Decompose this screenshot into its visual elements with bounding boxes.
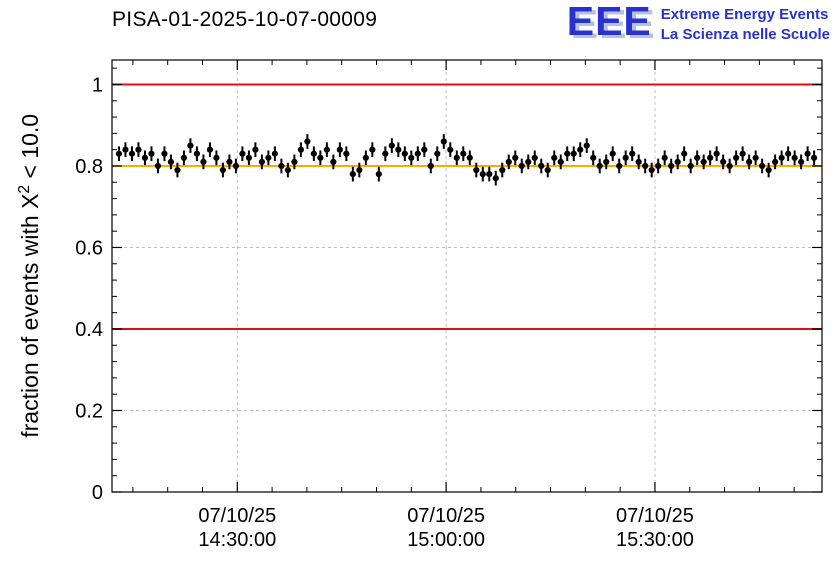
axis-ticks	[112, 60, 822, 493]
eee-logo-text: Extreme Energy Events La Scienza nelle S…	[661, 3, 830, 46]
svg-text:0.8: 0.8	[75, 156, 103, 178]
svg-text:0.6: 0.6	[75, 237, 103, 259]
svg-text:1: 1	[92, 74, 103, 96]
eee-logo-line2: La Scienza nelle Scuole	[660, 26, 830, 44]
data-series	[115, 134, 818, 186]
svg-text:0.4: 0.4	[75, 319, 103, 341]
plot-title: PISA-01-2025-10-07-00009	[112, 8, 378, 31]
eee-logo-acronym: EEE	[566, 0, 652, 44]
plot-frame	[111, 59, 823, 493]
y-tick-labels: 0 0.2 0.4 0.6 0.8 1	[75, 74, 103, 504]
eee-logo-line1: Extreme Energy Events	[660, 6, 829, 23]
gridlines	[112, 60, 822, 492]
svg-text:0: 0	[92, 482, 103, 504]
reference-lines	[112, 83, 822, 330]
svg-text:0.2: 0.2	[75, 400, 103, 422]
eee-logo: EEE Extreme Energy Events La Scienza nel…	[566, 0, 830, 46]
x-tick-labels: 07/10/25 14:30:00 07/10/25 15:00:00 07/10/25…	[198, 505, 694, 551]
